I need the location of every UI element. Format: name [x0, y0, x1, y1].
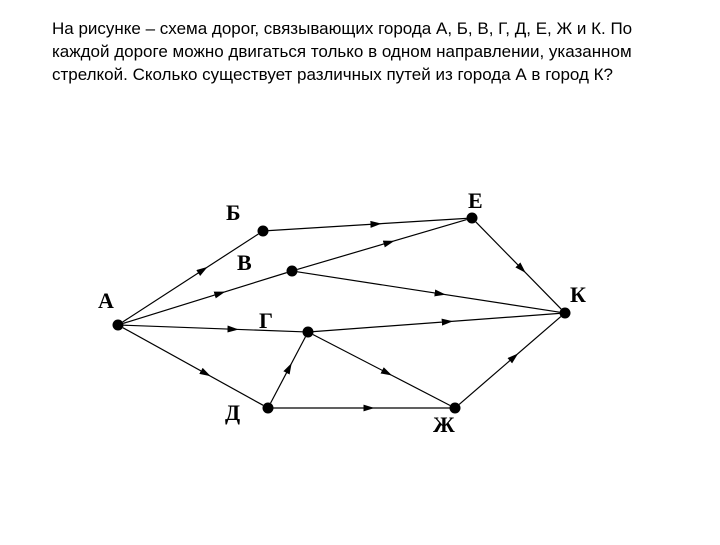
node-A — [113, 320, 124, 331]
edge — [459, 317, 561, 405]
node-G — [303, 327, 314, 338]
node-label-Zh: Ж — [433, 412, 455, 438]
node-label-G: Г — [259, 308, 273, 334]
node-D — [263, 403, 274, 414]
edge — [476, 222, 561, 309]
edge — [313, 313, 559, 331]
node-V — [287, 266, 298, 277]
node-E — [467, 213, 478, 224]
edge — [123, 328, 263, 406]
graph-svg — [0, 0, 720, 540]
edge — [271, 337, 306, 403]
node-label-K: К — [570, 282, 586, 308]
node-label-B: Б — [226, 200, 241, 226]
node-label-V: В — [237, 250, 252, 276]
node-B — [258, 226, 269, 237]
edge — [123, 234, 259, 322]
node-label-D: Д — [225, 400, 240, 426]
edge — [123, 325, 302, 332]
node-label-A: А — [98, 288, 114, 314]
graph-diagram: А БВ Г Д Е Ж К — [0, 0, 720, 540]
edge — [297, 272, 559, 312]
edge — [313, 335, 450, 406]
node-label-E: Е — [468, 188, 483, 214]
node-K — [560, 308, 571, 319]
